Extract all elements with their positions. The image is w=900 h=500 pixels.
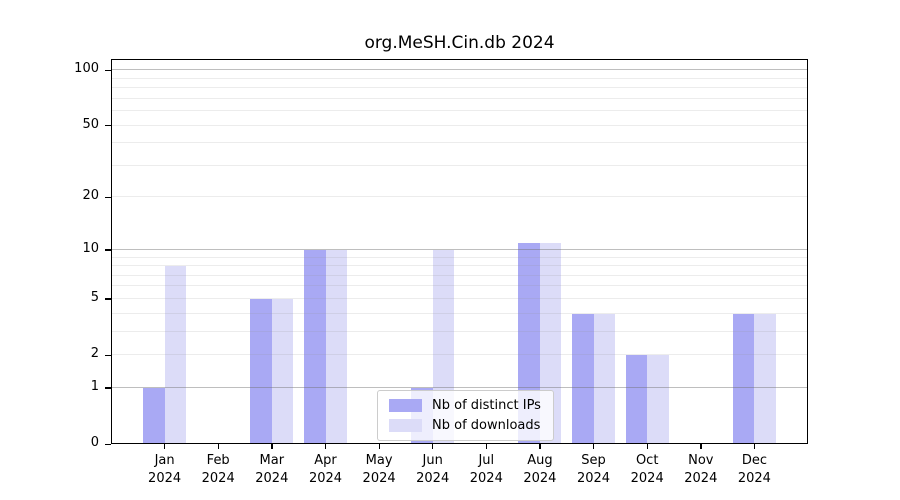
legend-entry-nb-of-distinct-ips: Nb of distinct IPs — [389, 398, 541, 413]
bar-nb-of-downloads-jan — [164, 266, 187, 444]
gridline-minor-4 — [111, 312, 808, 314]
x-tick-apr — [325, 444, 327, 449]
y-tick-label-50: 50 — [82, 116, 99, 132]
chart-title: org.MeSH.Cin.db 2024 — [364, 33, 555, 53]
bar-nb-of-downloads-dec — [754, 313, 776, 444]
bar-nb-of-downloads-sep — [593, 313, 615, 444]
y-tick-label-1: 1 — [90, 378, 99, 394]
x-tick-label-jan: Jan 2024 — [148, 453, 182, 487]
x-tick-oct — [646, 444, 648, 449]
x-tick-label-feb: Feb 2024 — [201, 453, 235, 487]
x-tick-label-sep: Sep 2024 — [576, 453, 611, 487]
gridline-major-100 — [111, 69, 808, 71]
gridline-minor-7 — [111, 274, 808, 276]
y-tick-label-5: 5 — [90, 289, 99, 305]
bar-nb-of-distinct-ips-apr — [304, 249, 326, 444]
y-tick-label-0: 0 — [90, 435, 99, 450]
gridline-minor-2 — [111, 354, 808, 355]
y-tick-label-100: 100 — [74, 61, 99, 77]
y-tick-10 — [105, 249, 111, 251]
x-tick-label-dec: Dec 2024 — [737, 453, 771, 487]
bar-nb-of-distinct-ips-mar — [250, 298, 272, 444]
x-tick-aug — [539, 444, 541, 449]
gridline-minor-5 — [111, 297, 808, 299]
gridline-minor-8 — [111, 265, 808, 266]
gridline-minor-30 — [111, 164, 808, 166]
x-tick-jul — [485, 444, 488, 449]
x-tick-jun — [432, 444, 434, 449]
gridline-minor-20 — [111, 196, 808, 198]
x-tick-label-aug: Aug 2024 — [523, 453, 557, 487]
x-tick-jan — [164, 444, 166, 449]
x-tick-feb — [217, 444, 219, 449]
gridline-minor-90 — [111, 77, 808, 79]
bar-nb-of-downloads-oct — [647, 355, 669, 444]
y-tick-5 — [105, 298, 111, 300]
gridline-minor-6 — [111, 285, 808, 287]
y-tick-1 — [105, 387, 111, 389]
bar-nb-of-downloads-apr — [325, 249, 347, 444]
y-tick-50 — [105, 125, 111, 127]
gridline-major-1 — [111, 386, 808, 388]
gridline-minor-40 — [111, 142, 808, 144]
legend: Nb of distinct IPs Nb of downloads — [377, 390, 554, 441]
bar-nb-of-distinct-ips-jan — [143, 387, 165, 444]
y-tick-0 — [105, 443, 111, 445]
x-tick-label-mar: Mar 2024 — [255, 453, 289, 487]
x-tick-label-may: May 2024 — [362, 453, 396, 487]
gridline-minor-50 — [111, 124, 808, 126]
x-tick-label-apr: Apr 2024 — [308, 453, 343, 487]
y-tick-2 — [105, 354, 111, 356]
gridline-minor-80 — [111, 87, 808, 89]
x-tick-sep — [593, 444, 595, 449]
x-tick-label-oct: Oct 2024 — [630, 453, 664, 487]
legend-entry-nb-of-downloads: Nb of downloads — [389, 418, 541, 433]
gridline-minor-3 — [111, 330, 808, 332]
legend-swatch-nb-of-downloads — [389, 419, 422, 432]
x-tick-dec — [753, 444, 756, 449]
gridline-minor-60 — [111, 110, 808, 112]
y-tick-100 — [105, 69, 111, 71]
legend-label-nb-of-distinct-ips: Nb of distinct IPs — [432, 398, 541, 413]
bar-nb-of-distinct-ips-sep — [572, 313, 594, 444]
bar-nb-of-downloads-mar — [271, 298, 294, 444]
bar-nb-of-distinct-ips-oct — [625, 355, 648, 444]
x-tick-mar — [271, 444, 273, 449]
y-tick-label-20: 20 — [82, 188, 99, 204]
gridline-major-10 — [111, 248, 808, 250]
y-tick-20 — [105, 196, 111, 199]
x-tick-may — [378, 444, 380, 449]
legend-label-nb-of-downloads: Nb of downloads — [432, 418, 541, 433]
y-tick-label-2: 2 — [90, 346, 99, 361]
plot-area — [111, 59, 808, 444]
x-tick-label-jun: Jun 2024 — [416, 453, 450, 487]
gridline-minor-70 — [111, 97, 808, 99]
x-tick-nov — [700, 444, 702, 449]
legend-swatch-nb-of-distinct-ips — [389, 399, 422, 412]
y-tick-label-10: 10 — [82, 240, 99, 256]
bar-nb-of-distinct-ips-dec — [732, 313, 755, 444]
x-tick-label-jul: Jul 2024 — [469, 453, 503, 487]
x-tick-label-nov: Nov 2024 — [684, 453, 718, 487]
gridline-minor-9 — [111, 256, 808, 258]
